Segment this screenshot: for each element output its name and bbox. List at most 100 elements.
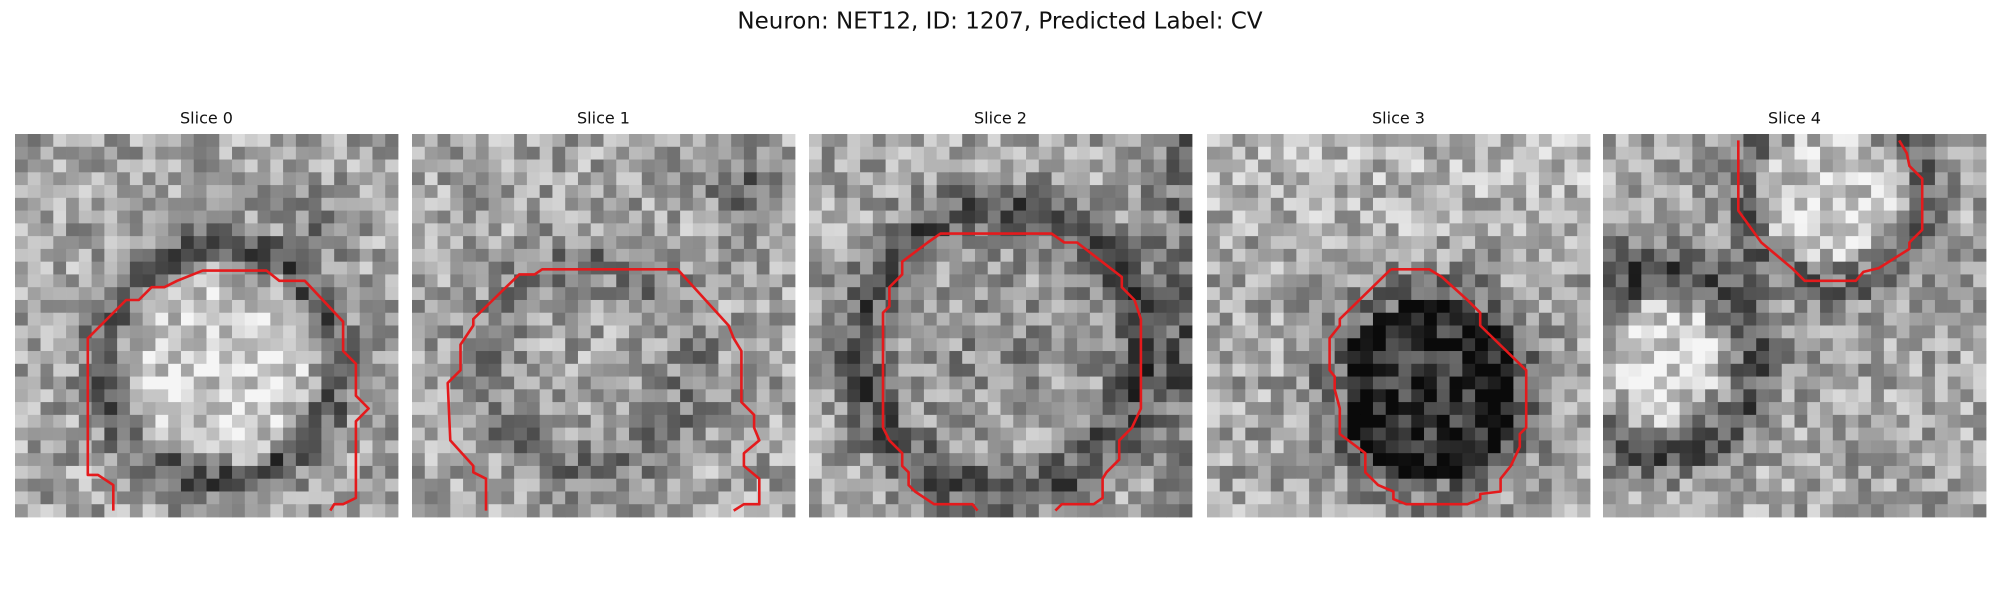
pixel [1947, 325, 1961, 339]
pixel [1038, 402, 1052, 416]
pixel [91, 312, 105, 326]
pixel [1140, 172, 1155, 186]
pixel [911, 402, 925, 416]
pixel [1347, 376, 1361, 390]
pixel [1768, 402, 1783, 416]
pixel [1140, 134, 1155, 148]
pixel [616, 504, 630, 518]
pixel [1436, 172, 1450, 186]
pixel [1615, 236, 1629, 250]
pixel [1449, 210, 1463, 224]
pixel [1385, 504, 1399, 518]
pixel [1883, 146, 1898, 160]
pixel [680, 478, 694, 492]
pixel [949, 465, 963, 480]
pixel [769, 414, 783, 429]
pixel [488, 491, 502, 505]
pixel [1411, 363, 1425, 377]
pixel [1449, 351, 1463, 365]
pixel [1385, 146, 1399, 160]
pixel [1232, 134, 1246, 148]
pixel [962, 440, 976, 454]
pixel [629, 325, 643, 339]
pixel [1089, 172, 1104, 186]
pixel [1564, 440, 1578, 454]
pixel [911, 287, 925, 301]
pixel [1051, 427, 1065, 441]
pixel [1296, 223, 1310, 237]
pixel [1705, 465, 1719, 480]
pixel [142, 287, 156, 301]
pixel [1064, 172, 1078, 186]
pixel [565, 223, 579, 237]
pixel [885, 159, 899, 173]
pixel [1219, 491, 1233, 505]
pixel [1077, 159, 1091, 173]
pixel [911, 440, 925, 454]
pixel [1871, 465, 1885, 480]
pixel [1051, 312, 1065, 326]
pixel [1207, 504, 1221, 518]
pixel [1717, 478, 1732, 492]
pixel [809, 299, 823, 314]
pixel [1603, 351, 1617, 365]
pixel [616, 465, 630, 480]
pixel [1743, 440, 1757, 454]
pixel [1615, 478, 1629, 492]
pixel [1232, 478, 1246, 492]
pixel [283, 197, 297, 211]
pixel [526, 274, 541, 288]
pixel [1768, 325, 1783, 339]
pixel [885, 185, 899, 199]
pixel [91, 159, 105, 173]
pixel [1372, 351, 1387, 365]
pixel [501, 491, 515, 505]
pixel [1000, 248, 1014, 263]
pixel [616, 363, 630, 377]
pixel [346, 236, 361, 250]
pixel [1360, 185, 1374, 199]
pixel [1115, 210, 1129, 224]
pixel [1934, 363, 1949, 377]
pixel [1309, 159, 1323, 173]
pixel [142, 299, 156, 314]
pixel [654, 210, 668, 224]
pixel [1051, 146, 1065, 160]
pixel [1166, 389, 1180, 403]
pixel [1551, 197, 1565, 211]
pixel [1102, 325, 1116, 339]
pixel [488, 351, 502, 365]
pixel [1411, 414, 1425, 429]
pixel [1411, 376, 1425, 390]
pixel [1500, 146, 1514, 160]
pixel [949, 248, 963, 263]
pixel [1321, 159, 1336, 173]
pixel [1411, 299, 1425, 314]
pixel [129, 402, 144, 416]
pixel [1871, 172, 1885, 186]
pixel [1038, 197, 1052, 211]
pixel [565, 172, 579, 186]
pixel [40, 261, 54, 275]
pixel [1820, 223, 1834, 237]
pixel [1654, 402, 1668, 416]
pixel [1858, 491, 1872, 505]
pixel [1013, 427, 1027, 441]
pixel [1179, 440, 1193, 454]
pixel [117, 172, 131, 186]
pixel [769, 325, 783, 339]
pixel [283, 312, 297, 326]
pixel [1140, 402, 1155, 416]
pixel [1449, 172, 1463, 186]
pixel [1526, 325, 1540, 339]
pixel [1909, 325, 1923, 339]
pixel [168, 236, 182, 250]
pixel [475, 402, 489, 416]
pixel [1947, 427, 1961, 441]
pixel [346, 389, 361, 403]
pixel [270, 376, 284, 390]
pixel [769, 504, 783, 518]
pixel [1526, 248, 1540, 263]
pixel [1768, 146, 1783, 160]
pixel [847, 414, 861, 429]
